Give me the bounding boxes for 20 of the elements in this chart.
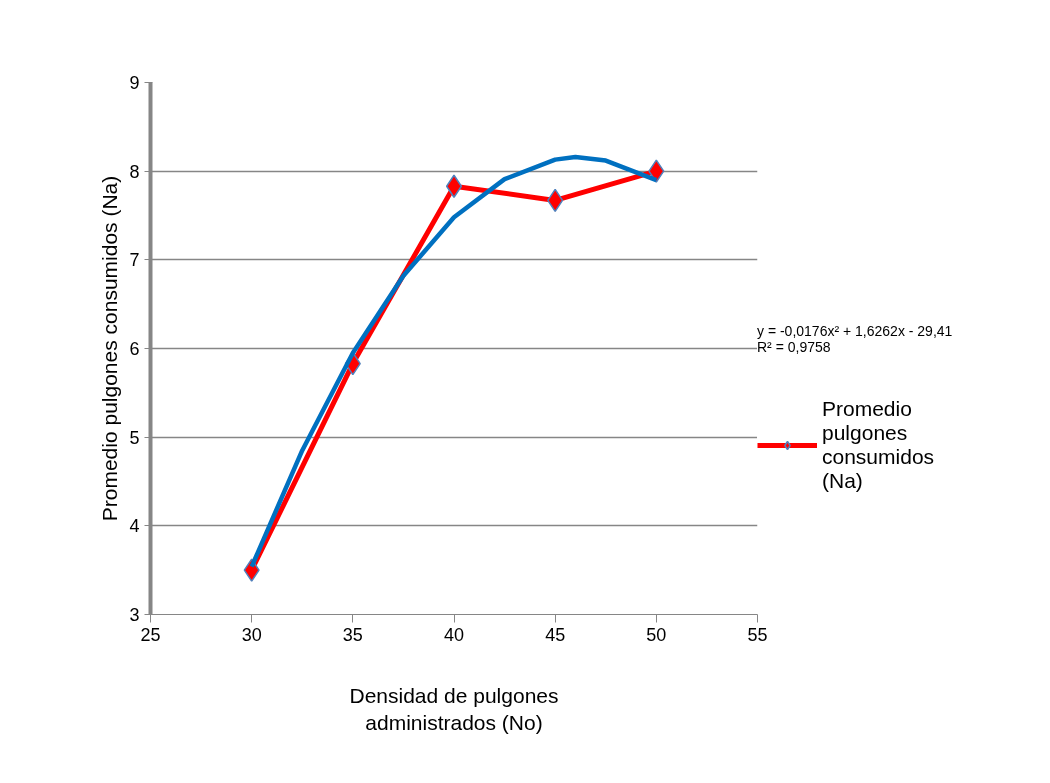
legend-label: Promedio pulgones consumidos (Na) bbox=[822, 396, 935, 494]
y-tick-label: 7 bbox=[129, 250, 140, 271]
y-tick-label: 4 bbox=[129, 516, 140, 537]
x-tick-label: 35 bbox=[342, 624, 363, 645]
x-tick-label: 55 bbox=[747, 624, 768, 645]
point bbox=[445, 174, 463, 198]
x-tick-label: 50 bbox=[646, 624, 667, 645]
x-tick-label: 45 bbox=[545, 624, 566, 645]
point bbox=[648, 159, 665, 183]
y-tick-label: 5 bbox=[129, 427, 140, 448]
x-tick-label: 40 bbox=[443, 624, 465, 645]
y-tick-label: 6 bbox=[129, 339, 140, 359]
annotation: y = -0,0176x² + 1,6262x - 29,41 R² = 0,9758 bbox=[757, 323, 953, 355]
y-tick-label: 3 bbox=[129, 605, 140, 625]
y-axis-title: Promedio pulgones consumidos (Na) bbox=[98, 175, 122, 522]
x-tick-label: 25 bbox=[140, 624, 161, 645]
y-tick-label: 8 bbox=[129, 161, 140, 182]
x-tick-label: 30 bbox=[241, 624, 262, 645]
y-tick-label: 9 bbox=[129, 73, 140, 93]
x-axis-title: Densidad de pulgones administrados (No) bbox=[349, 683, 559, 735]
